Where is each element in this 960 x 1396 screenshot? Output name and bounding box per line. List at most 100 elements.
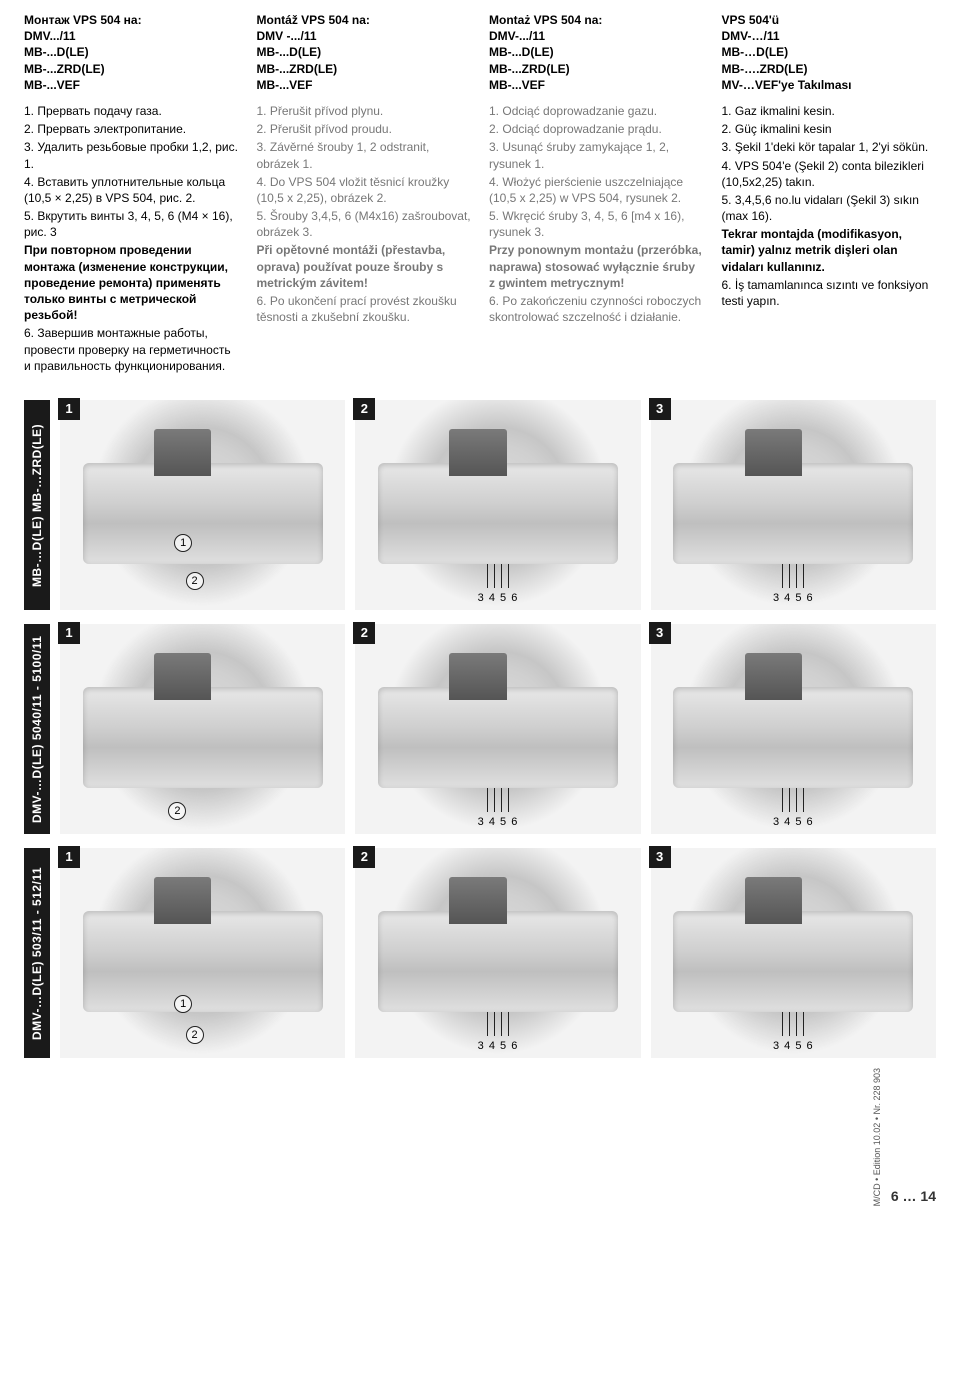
callout-circle: 2 xyxy=(186,1026,204,1044)
instruction-item: 5. Wkręcić śruby 3, 4, 5, 6 [m4 x 16), r… xyxy=(489,208,704,240)
instruction-item: 1. Gaz ikmalini kesin. xyxy=(722,103,937,119)
item-text: Włożyć pierścienie uszczelniające (10,5 … xyxy=(489,175,683,205)
instruction-item: 3. Şekil 1'deki kör tapalar 1, 2'yi sökü… xyxy=(722,139,937,155)
screw-labels: 3 4 5 6 xyxy=(651,591,936,606)
heading-line: MB-...ZRD(LE) xyxy=(24,61,239,77)
item-text: Odciąć doprowadzanie gazu. xyxy=(502,104,657,118)
figure: 112 xyxy=(60,400,345,610)
item-text: При повторном проведении монтажа (измене… xyxy=(24,243,228,322)
item-text: Przy ponownym montażu (przeróbka, napraw… xyxy=(489,243,702,289)
leader-lines xyxy=(487,788,509,812)
instruction-item: 6. Po ukončení prací provést zkoušku těs… xyxy=(257,293,472,325)
instruction-item: 2. Güç ikmalini kesin xyxy=(722,121,937,137)
heading-line: MB-...VEF xyxy=(257,77,472,93)
instruction-item: 6. Завершив монтажные работы, провести п… xyxy=(24,325,239,374)
item-text: İş tamamlanınca sızıntı ve fonksiyon tes… xyxy=(722,278,929,308)
item-text: Šrouby 3,4,5, 6 (M4x16) zašroubovat, obr… xyxy=(257,209,471,239)
figure-set: 1223 4 5 633 4 5 6 xyxy=(60,624,936,834)
screw-labels: 3 4 5 6 xyxy=(651,815,936,830)
item-number: 1. xyxy=(24,104,34,118)
item-text: Odciąć doprowadzanie prądu. xyxy=(502,122,661,136)
heading-line: MB-….ZRD(LE) xyxy=(722,61,937,77)
item-text: Přerušit přívod plynu. xyxy=(270,104,383,118)
figure-badge: 1 xyxy=(58,622,80,644)
screw-labels: 3 4 5 6 xyxy=(355,815,640,830)
text-column: Montáž VPS 504 na:DMV -.../11MB-...D(LE)… xyxy=(257,12,472,376)
item-number: 2. xyxy=(722,122,732,136)
item-text: Při opětovné montáži (přestavba, oprava)… xyxy=(257,243,446,289)
instruction-item: Při opětovné montáži (přestavba, oprava)… xyxy=(257,242,472,291)
item-text: Po zakończeniu czynności roboczych skont… xyxy=(489,294,701,324)
row-label: DMV-…D(LE) 5040/11 - 5100/11 xyxy=(24,624,50,834)
heading-line: MB-...D(LE) xyxy=(489,44,704,60)
row-label: DMV-…D(LE) 503/11 - 512/11 xyxy=(24,848,50,1058)
instruction-item: 4. Вставить уплотнительные кольца (10,5 … xyxy=(24,174,239,206)
page-footer: M/CD • Edition 10.02 • Nr. 228 903 6 … 1… xyxy=(24,1068,936,1206)
item-text: Şekil 1'deki kör tapalar 1, 2'yi sökün. xyxy=(735,140,928,154)
heading-line: MB-...ZRD(LE) xyxy=(257,61,472,77)
instruction-item: 1. Odciąć doprowadzanie gazu. xyxy=(489,103,704,119)
column-heading: Montáž VPS 504 na:DMV -.../11MB-...D(LE)… xyxy=(257,12,472,93)
figure: 12 xyxy=(60,624,345,834)
figure-set: 11223 4 5 633 4 5 6 xyxy=(60,848,936,1058)
text-column: VPS 504'üDMV-…/11MB-…D(LE)MB-….ZRD(LE)MV… xyxy=(722,12,937,376)
instruction-item: 1. Přerušit přívod plynu. xyxy=(257,103,472,119)
instruction-item: 3. Usunąć śruby zamykające 1, 2, rysunek… xyxy=(489,139,704,171)
instruction-item: 2. Прервать электропитание. xyxy=(24,121,239,137)
leader-lines xyxy=(782,564,804,588)
item-text: VPS 504'e (Şekil 2) conta bilezikleri (1… xyxy=(722,159,924,189)
item-text: Gaz ikmalini kesin. xyxy=(735,104,835,118)
footer-page-range: 6 … 14 xyxy=(891,1187,936,1206)
instruction-item: 4. Włożyć pierścienie uszczelniające (10… xyxy=(489,174,704,206)
figure: 2 3 4 5 6 xyxy=(355,624,640,834)
heading-line: VPS 504'ü xyxy=(722,12,937,28)
item-number: 4. xyxy=(257,175,267,189)
heading-line: DMV.../11 xyxy=(24,28,239,44)
item-number: 4. xyxy=(24,175,34,189)
heading-line: MV-…VEF'ye Takılması xyxy=(722,77,937,93)
column-heading: Монтаж VPS 504 на:DMV.../11MB-...D(LE)MB… xyxy=(24,12,239,93)
heading-line: DMV-.../11 xyxy=(489,28,704,44)
item-number: 6. xyxy=(722,278,732,292)
column-body: 1. Odciąć doprowadzanie gazu. 2. Odciąć d… xyxy=(489,103,704,325)
item-text: Usunąć śruby zamykające 1, 2, rysunek 1. xyxy=(489,140,669,170)
instruction-item: 4. Do VPS 504 vložit těsnicí kroužky (10… xyxy=(257,174,472,206)
callout-circle: 2 xyxy=(186,572,204,590)
item-text: Удалить резьбовые пробки 1,2, рис. 1. xyxy=(24,140,238,170)
leader-lines xyxy=(782,1012,804,1036)
item-number: 1. xyxy=(722,104,732,118)
figure-badge: 2 xyxy=(353,622,375,644)
instruction-item: Tekrar montajda (modifikasyon, tamir) ya… xyxy=(722,226,937,275)
instruction-item: 5. 3,4,5,6 no.lu vidaları (Şekil 3) sıkı… xyxy=(722,192,937,224)
item-number: 4. xyxy=(489,175,499,189)
item-text: 3,4,5,6 no.lu vidaları (Şekil 3) sıkın (… xyxy=(722,193,919,223)
text-column: Montaż VPS 504 na:DMV-.../11MB-...D(LE)M… xyxy=(489,12,704,376)
screw-labels: 3 4 5 6 xyxy=(355,591,640,606)
item-text: Вкрутить винты 3, 4, 5, 6 (M4 × 16), рис… xyxy=(24,209,233,239)
screw-labels: 3 4 5 6 xyxy=(355,1039,640,1054)
item-number: 6. xyxy=(489,294,499,308)
figure: 33 4 5 6 xyxy=(651,400,936,610)
figure: 23 4 5 6 xyxy=(355,400,640,610)
heading-line: DMV-…/11 xyxy=(722,28,937,44)
item-text: Прервать подачу газа. xyxy=(37,104,161,118)
item-number: 5. xyxy=(489,209,499,223)
heading-line: Montáž VPS 504 na: xyxy=(257,12,472,28)
instruction-item: Przy ponownym montażu (przeróbka, napraw… xyxy=(489,242,704,291)
item-text: Závěrné šrouby 1, 2 odstranit, obrázek 1… xyxy=(257,140,430,170)
row-label: MB-…D(LE) MB-…ZRD(LE) xyxy=(24,400,50,610)
heading-line: MB-...VEF xyxy=(24,77,239,93)
item-text: Güç ikmalini kesin xyxy=(735,122,832,136)
item-number: 3. xyxy=(489,140,499,154)
heading-line: MB-...VEF xyxy=(489,77,704,93)
item-text: Прервать электропитание. xyxy=(37,122,186,136)
figure-row: DMV-…D(LE) 503/11 - 512/1111223 4 5 633 … xyxy=(24,848,936,1058)
item-number: 5. xyxy=(257,209,267,223)
item-text: Вставить уплотнительные кольца (10,5 × 2… xyxy=(24,175,225,205)
figure-rows: MB-…D(LE) MB-…ZRD(LE)11223 4 5 633 4 5 6… xyxy=(24,400,936,1058)
instruction-item: 6. İş tamamlanınca sızıntı ve fonksiyon … xyxy=(722,277,937,309)
item-number: 2. xyxy=(489,122,499,136)
item-number: 5. xyxy=(24,209,34,223)
item-number: 3. xyxy=(24,140,34,154)
instruction-item: 5. Вкрутить винты 3, 4, 5, 6 (M4 × 16), … xyxy=(24,208,239,240)
